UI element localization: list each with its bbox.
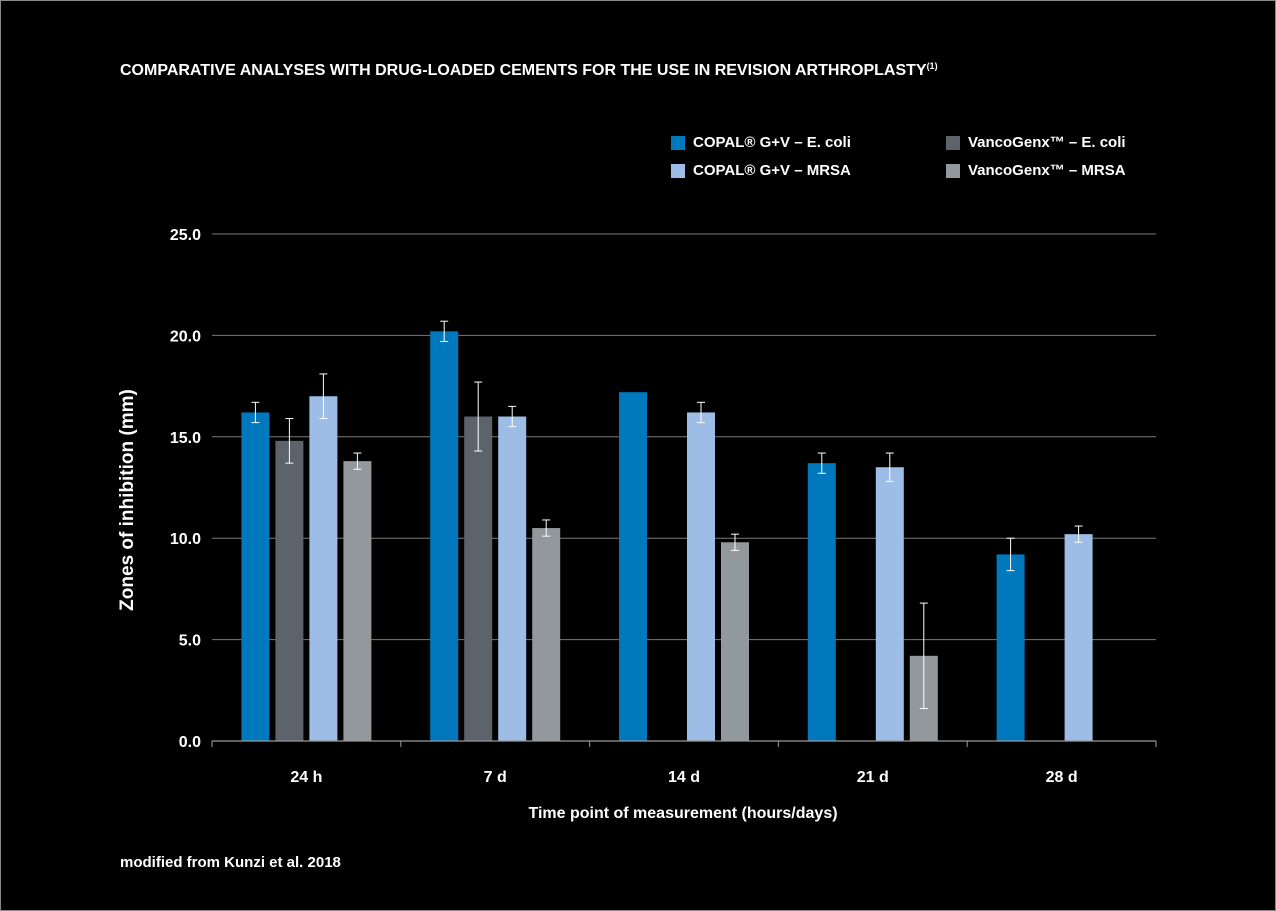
x-tick-label: 7 d — [484, 769, 507, 786]
bar — [875, 467, 904, 741]
bar — [498, 416, 527, 741]
legend-label-vancogenx-mrsa: VancoGenx™ – MRSA — [968, 162, 1126, 179]
y-tick-label: 0.0 — [179, 734, 201, 751]
bar — [619, 392, 647, 741]
bar — [996, 554, 1025, 741]
bar — [687, 412, 715, 741]
legend-item-vancogenx-ecoli: VancoGenx™ – E. coli — [946, 134, 1126, 151]
y-tick-label: 10.0 — [170, 531, 201, 548]
chart-title: COMPARATIVE ANALYSES WITH DRUG-LOADED CE… — [120, 61, 938, 80]
chart-title-text: COMPARATIVE ANALYSES WITH DRUG-LOADED CE… — [120, 62, 927, 79]
legend-swatch-copal-mrsa — [671, 163, 685, 178]
bar — [275, 440, 304, 741]
legend: COPAL® G+V – E. coli VancoGenx™ – E. col… — [671, 134, 1161, 188]
bar — [309, 396, 338, 741]
bar — [343, 461, 372, 741]
x-tick-label: 21 d — [857, 769, 889, 786]
source-note: modified from Kunzi et al. 2018 — [120, 854, 341, 871]
axes — [211, 740, 1157, 747]
bar — [807, 463, 836, 741]
legend-swatch-vancogenx-ecoli — [946, 135, 960, 150]
legend-label-copal-ecoli: COPAL® G+V – E. coli — [693, 134, 851, 151]
y-tick-label: 25.0 — [170, 227, 201, 244]
legend-item-copal-mrsa: COPAL® G+V – MRSA — [671, 162, 851, 179]
title-reference: (1) — [926, 61, 938, 71]
legend-swatch-copal-ecoli — [671, 135, 685, 150]
legend-item-vancogenx-mrsa: VancoGenx™ – MRSA — [946, 162, 1126, 179]
bar — [464, 416, 493, 741]
y-tick-label: 20.0 — [170, 328, 201, 345]
bar — [532, 528, 561, 741]
x-axis-label: Time point of measurement (hours/days) — [528, 805, 837, 822]
bar — [721, 542, 749, 741]
bar — [1064, 534, 1093, 741]
x-tick-label: 24 h — [290, 769, 322, 786]
y-axis-label: Zones of inhibition (mm) — [117, 389, 138, 611]
legend-swatch-vancogenx-mrsa — [946, 163, 960, 178]
legend-item-copal-ecoli: COPAL® G+V – E. coli — [671, 134, 851, 151]
error-bars — [251, 320, 1083, 710]
legend-label-vancogenx-ecoli: VancoGenx™ – E. coli — [968, 134, 1126, 151]
bar — [430, 331, 459, 741]
y-tick-label: 15.0 — [170, 430, 201, 447]
y-tick-labels: 0.0 5.0 10.0 15.0 20.0 25.0 — [170, 227, 201, 751]
x-tick-label: 14 d — [668, 769, 700, 786]
x-tick-label: 28 d — [1046, 769, 1078, 786]
bars — [241, 331, 1093, 741]
legend-label-copal-mrsa: COPAL® G+V – MRSA — [693, 162, 851, 179]
bar — [241, 412, 270, 741]
y-tick-label: 5.0 — [179, 633, 201, 650]
x-tick-labels: 24 h 7 d 14 d 21 d 28 d — [290, 769, 1077, 786]
